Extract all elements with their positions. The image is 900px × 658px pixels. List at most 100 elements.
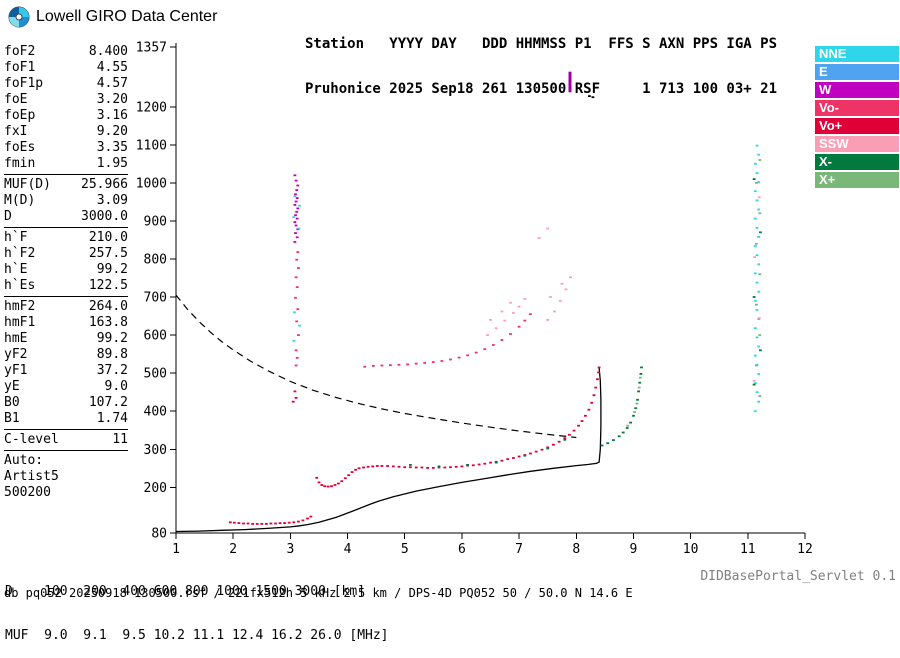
param-label: foEp <box>4 108 36 123</box>
x-tick-label: 8 <box>572 542 580 557</box>
param-label: B0 <box>4 395 20 410</box>
param-value: 3.09 <box>96 193 128 208</box>
series-o-trace-f <box>315 366 601 488</box>
param-label: hmE <box>4 331 28 346</box>
series-true-height-profile <box>175 367 602 533</box>
legend-item-e: E <box>815 64 899 80</box>
param-label: hmF2 <box>4 299 36 314</box>
doppler-legend: NNE E W Vo- Vo+ SSW X- X+ <box>815 46 899 190</box>
x-tick-label: 1 <box>172 542 180 557</box>
param-row-hmf2: hmF2 264.0 <box>4 299 128 315</box>
series-spread-f-3mhz-w <box>293 174 300 243</box>
param-label: M(D) <box>4 193 36 208</box>
param-value: 264.0 <box>88 299 128 314</box>
param-value: 163.8 <box>88 315 128 330</box>
param-label: yE <box>4 379 20 394</box>
y-tick-label: 1200 <box>136 100 167 115</box>
param-label: foE <box>4 92 28 107</box>
auto-info-line: Auto: <box>4 453 44 468</box>
legend-item-ssw: SSW <box>815 136 899 152</box>
muf-distance-row: D 100 200 400 600 800 1000 1500 3000 [km… <box>5 584 366 599</box>
param-row-hmf1: hmF1 163.8 <box>4 315 128 331</box>
param-row-m-d: M(D) 3.09 <box>4 193 128 209</box>
param-row-fxi: fxI 9.20 <box>4 124 128 140</box>
status-line: db pq052 20250918 130500.rsf / 221fx512h… <box>4 586 633 600</box>
param-row-ye: yE 9.0 <box>4 379 128 395</box>
auto-info-line: 500200 <box>4 485 51 500</box>
param-group-0: foF2 8.400 foF1 4.55 foF1p 4.57 foE 3.20 foEp 3.1… <box>4 44 128 175</box>
param-value: 3.16 <box>96 108 128 123</box>
y-tick-label: 80 <box>151 527 167 542</box>
param-row-muf-d: MUF(D) 25.966 <box>4 177 128 193</box>
y-tick-label: 800 <box>144 252 167 267</box>
legend-item-w: W <box>815 82 899 98</box>
param-group-2: h`F 210.0 h`F2 257.5 h`E 99.2 h`Es 122.5 <box>4 230 128 297</box>
param-value: 3.35 <box>96 140 128 155</box>
series-second-hop-spread <box>486 227 572 336</box>
x-tick-label: 4 <box>344 542 352 557</box>
series-black-specks <box>588 95 595 99</box>
param-value: 37.2 <box>96 363 128 378</box>
param-label: hmF1 <box>4 315 36 330</box>
param-row-hme: hmE 99.2 <box>4 331 128 347</box>
param-label: h`E <box>4 262 28 277</box>
param-label: foF1p <box>4 76 44 91</box>
param-value: 4.57 <box>96 76 128 91</box>
param-value: 89.8 <box>96 347 128 362</box>
y-tick-label: 200 <box>144 481 167 496</box>
param-row-h-f: h`F 210.0 <box>4 230 128 246</box>
param-label: foEs <box>4 140 36 155</box>
param-row-fof1: foF1 4.55 <box>4 60 128 76</box>
brand-title: Lowell GIRO Data Center <box>36 8 218 25</box>
y-tick-label: 400 <box>144 405 167 420</box>
param-value: 210.0 <box>88 230 128 245</box>
x-tick-label: 2 <box>229 542 237 557</box>
param-label: B1 <box>4 411 20 426</box>
param-row-fof2: foF2 8.400 <box>4 44 128 60</box>
param-row-h-e: h`E 99.2 <box>4 262 128 278</box>
param-row-b1: B1 1.74 <box>4 411 128 427</box>
param-value: 257.5 <box>88 246 128 261</box>
param-label: D <box>4 209 12 224</box>
series-second-hop-trace <box>363 313 532 368</box>
ionogram-page: { "branding": {"title": "Lowell GIRO Dat… <box>4 6 899 643</box>
param-group-1: MUF(D) 25.966 M(D) 3.09 D 3000.0 <box>4 177 128 228</box>
auto-info-line: Artist5 <box>4 469 59 484</box>
legend-item-x: X- <box>815 154 899 170</box>
param-label: h`F <box>4 230 28 245</box>
param-value: 107.2 <box>88 395 128 410</box>
param-value: 9.20 <box>96 124 128 139</box>
param-label: yF1 <box>4 363 28 378</box>
x-tick-label: 10 <box>683 542 699 557</box>
param-group-4: C-level 11 <box>4 432 128 451</box>
series-x-trace-light <box>626 376 642 427</box>
y-tick-label: 300 <box>144 443 167 458</box>
param-row-d: D 3000.0 <box>4 209 128 225</box>
param-row-fmin: fmin 1.95 <box>4 156 128 172</box>
param-label: h`F2 <box>4 246 36 261</box>
param-value: 1.95 <box>96 156 128 171</box>
param-row-yf2: yF2 89.8 <box>4 347 128 363</box>
param-value: 3000.0 <box>81 209 128 224</box>
series-o-trace-e-layer <box>228 515 313 525</box>
y-tick-label: 900 <box>144 214 167 229</box>
param-value: 11 <box>112 432 128 447</box>
param-label: fxI <box>4 124 28 139</box>
header-values-row: Pruhonice 2025 Sep18 261 130500 RSF 1 71… <box>305 81 778 97</box>
param-group-3: hmF2 264.0 hmF1 163.8 hmE 99.2 yF2 89.8 yF1 37.2 y… <box>4 299 128 430</box>
y-tick-label: 1357 <box>136 41 167 56</box>
ionogram-plot: 8020030040050060070080090010001100120013… <box>136 41 813 558</box>
param-row-foe: foE 3.20 <box>4 92 128 108</box>
giro-globe-icon <box>8 6 30 28</box>
series-spread-11mhz-dgreen <box>752 178 762 386</box>
muf-values-row: MUF 9.0 9.1 9.5 10.2 11.1 12.4 16.2 26.0… <box>5 627 389 643</box>
series-spread-11mhz-pink <box>752 196 761 382</box>
legend-item-vo: Vo- <box>815 100 899 116</box>
param-value: 122.5 <box>88 278 128 293</box>
parameter-panel: foF2 8.400 foF1 4.55 foF1p 4.57 foE 3.20 foEp 3.1… <box>4 44 128 501</box>
y-tick-label: 1100 <box>136 138 167 153</box>
x-tick-label: 3 <box>286 542 294 557</box>
param-value: 99.2 <box>96 262 128 277</box>
servlet-version: DIDBasePortal_Servlet 0.1 <box>700 569 896 584</box>
param-label: C-level <box>4 432 59 447</box>
